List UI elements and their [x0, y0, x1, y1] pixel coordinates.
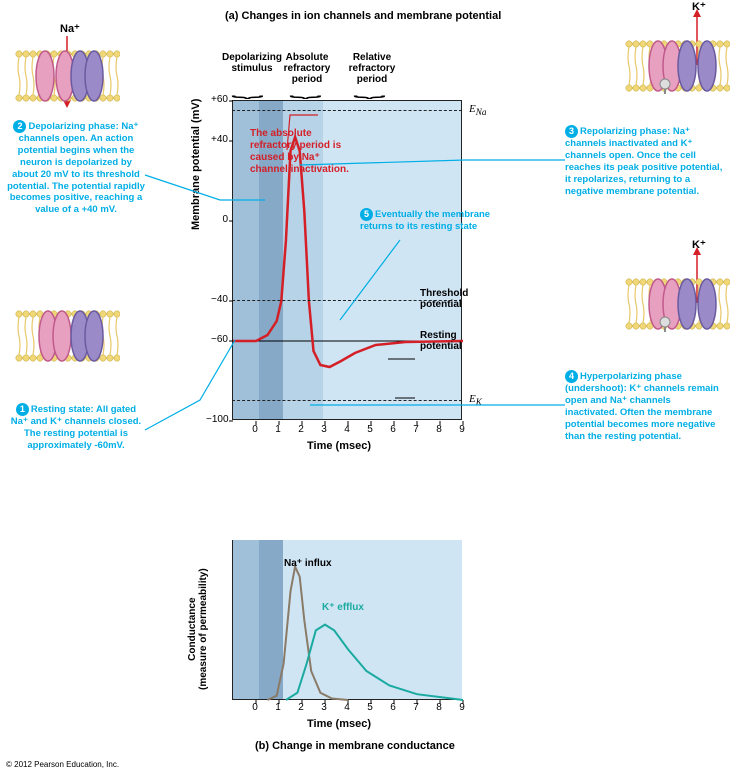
- title-b: (b) Change in membrane conductance: [255, 740, 455, 752]
- channel-closed: [15, 300, 120, 372]
- chart-a: Depolarizing stimulus Absolute refractor…: [192, 40, 472, 500]
- brace-3: ⏟: [353, 78, 385, 99]
- xlabel-a: Time (msec): [307, 440, 371, 452]
- na-influx-label: Na⁺ influx: [284, 558, 332, 569]
- chart-b-svg: [233, 540, 463, 700]
- e-na-label: ENa: [469, 103, 486, 117]
- channel-k-open: [625, 30, 730, 102]
- k-label-1: K⁺: [692, 0, 706, 13]
- threshold-label: Threshold potential: [420, 288, 472, 310]
- anno-3: 3Repolarizing phase: Na⁺ channels inacti…: [565, 125, 725, 197]
- ylabel-b: Conductance(measure of permeability): [187, 568, 209, 690]
- chart-b: Conductance(measure of permeability) Tim…: [192, 540, 472, 740]
- anno-4: 4Hyperpolarizing phase (undershoot): K⁺ …: [565, 370, 725, 442]
- anno-2: 2Depolarizing phase: Na⁺ channels open. …: [6, 120, 146, 216]
- channel-na-open: [15, 40, 120, 112]
- anno-1: 1Resting state: All gated Na⁺ and K⁺ cha…: [6, 403, 146, 452]
- brace-1: ⏟: [231, 78, 263, 99]
- resting-label: Resting potential: [420, 330, 472, 352]
- title-a: (a) Changes in ion channels and membrane…: [225, 10, 501, 22]
- e-k-label: EK: [469, 393, 482, 407]
- k-label-2: K⁺: [692, 238, 706, 251]
- channel-k-open-na-inact: [625, 268, 730, 340]
- plot-b: [232, 540, 462, 700]
- anno-5: 5Eventually the membrane returns to its …: [360, 208, 495, 233]
- dash-ek: [232, 400, 462, 401]
- inactivation-note: The absolute refractory period is caused…: [250, 128, 350, 176]
- k-efflux-label: K⁺ efflux: [322, 602, 364, 613]
- ylabel-a: Membrane potential (mV): [190, 99, 202, 230]
- na-label-1: Na⁺: [60, 22, 80, 35]
- brace-2: ⏟: [289, 78, 321, 99]
- copyright: © 2012 Pearson Education, Inc.: [6, 760, 119, 769]
- seg-depol: Depolarizing stimulus: [222, 52, 282, 74]
- dash-ena: [232, 110, 462, 111]
- xlabel-b: Time (msec): [307, 718, 371, 730]
